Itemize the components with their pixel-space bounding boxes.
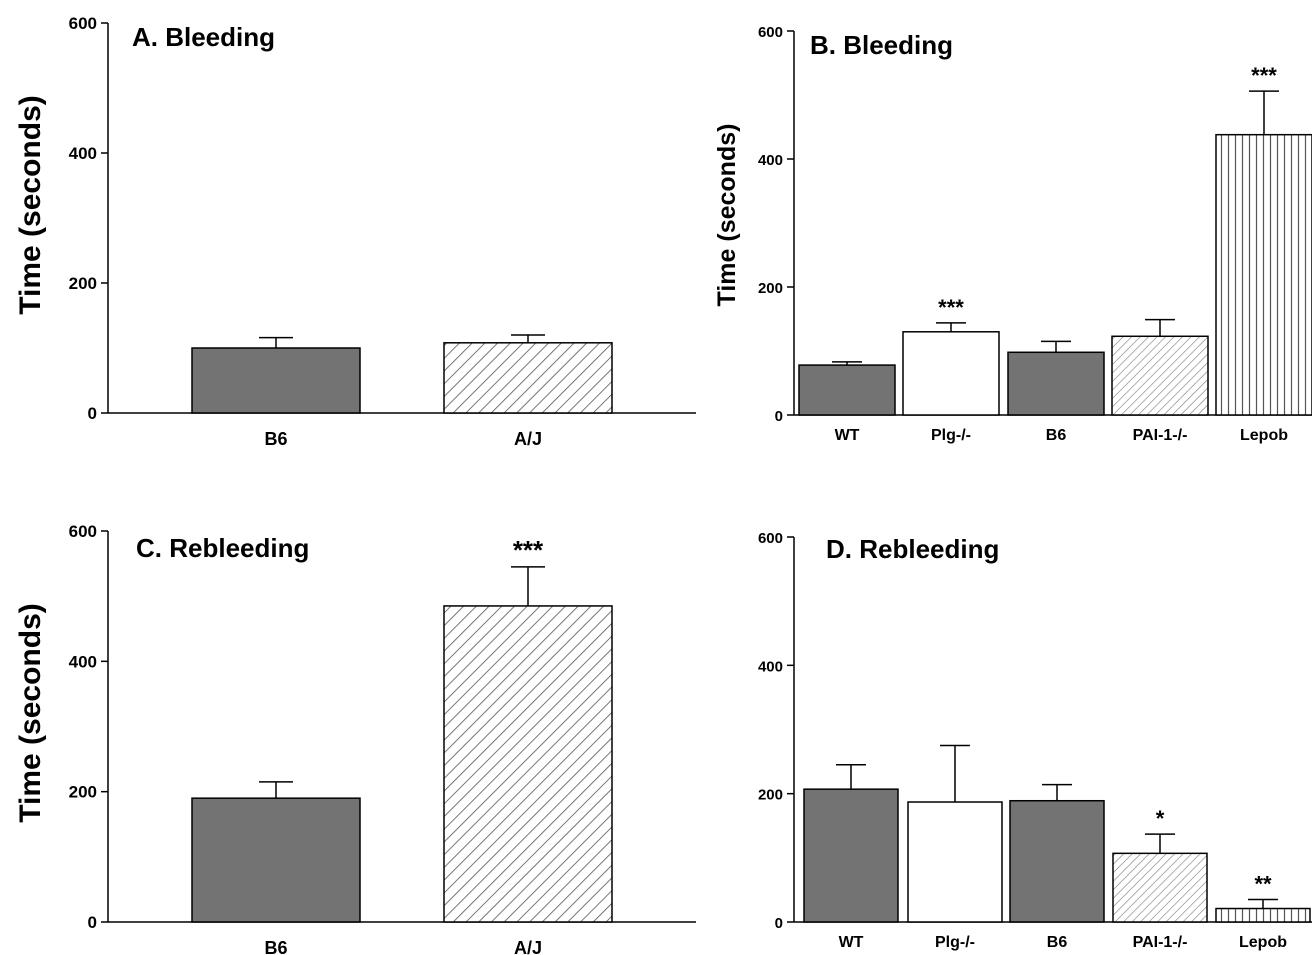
x-tick-label: WT — [839, 934, 864, 951]
y-tick-label: 0 — [88, 913, 97, 932]
x-tick-label: B6 — [264, 429, 287, 449]
bar-pai-1 — [1112, 852, 1208, 923]
x-tick-label: B6 — [1046, 427, 1067, 444]
y-axis-label: Time (seconds) — [14, 603, 47, 823]
bar-plg — [902, 331, 1000, 416]
x-tick-label: PAI-1-/- — [1133, 427, 1188, 444]
x-tick-label: B6 — [264, 938, 287, 955]
y-tick-label: 600 — [69, 14, 97, 33]
y-tick-label: 0 — [775, 915, 783, 932]
panel-title: A. Bleeding — [132, 22, 275, 52]
x-tick-label: Plg-/- — [931, 427, 971, 444]
panel-title: D. Rebleeding — [826, 534, 999, 564]
bar-lepob — [1215, 133, 1312, 416]
bar-b6 — [191, 347, 361, 414]
y-tick-label: 600 — [69, 522, 97, 541]
x-tick-label: B6 — [1047, 934, 1068, 951]
y-tick-label: 600 — [758, 24, 783, 41]
y-tick-label: 400 — [69, 144, 97, 163]
panel-d: D. Rebleeding 0 200 400 600 WT Plg-/- B6 PAI-1-/… — [758, 530, 1312, 951]
x-tick-label: PAI-1-/- — [1133, 934, 1188, 951]
significance-marker: *** — [1251, 63, 1277, 88]
bar-a-j — [443, 342, 613, 414]
bar-wt — [798, 364, 896, 416]
bar-lepob — [1215, 907, 1311, 923]
y-tick-label: 200 — [758, 280, 783, 297]
y-tick-label: 200 — [69, 783, 97, 802]
significance-marker: *** — [938, 295, 964, 320]
bar-a-j — [443, 605, 613, 923]
y-axis-label: Time (seconds) — [14, 95, 47, 315]
y-tick-label: 600 — [758, 530, 783, 547]
panel-title: C. Rebleeding — [136, 533, 309, 563]
panel-title: B. Bleeding — [810, 30, 953, 60]
bar-plg — [907, 801, 1003, 923]
charts: A. Bleeding Time (seconds) 0 200 400 600 B6 A/J… — [14, 14, 1312, 955]
significance-marker: *** — [513, 535, 544, 565]
y-axis-label: Time (seconds) — [713, 124, 741, 307]
x-tick-label: Lepob — [1240, 427, 1288, 444]
y-tick-label: 0 — [88, 404, 97, 423]
y-tick-label: 400 — [758, 658, 783, 675]
significance-marker: * — [1156, 806, 1165, 831]
x-tick-label: A/J — [514, 938, 542, 955]
y-tick-label: 400 — [69, 652, 97, 671]
bar-b6 — [191, 797, 361, 923]
panel-b: B. Bleeding Time (seconds) 0 200 400 600 WT Plg… — [713, 24, 1312, 444]
y-tick-label: 400 — [758, 152, 783, 169]
y-tick-label: 0 — [775, 408, 783, 425]
significance-marker: ** — [1254, 872, 1272, 897]
bar-wt — [803, 788, 899, 923]
x-tick-label: WT — [835, 427, 860, 444]
bar-b6 — [1007, 351, 1105, 416]
y-tick-label: 200 — [69, 274, 97, 293]
y-tick-label: 200 — [758, 787, 783, 804]
x-tick-label: Lepob — [1239, 934, 1287, 951]
panel-a: A. Bleeding Time (seconds) 0 200 400 600 B6 A/J — [14, 14, 696, 449]
bar-pai-1 — [1111, 335, 1209, 416]
panel-c: C. Rebleeding Time (seconds) 0 200 400 600 B6 A… — [14, 522, 696, 955]
x-tick-label: A/J — [514, 429, 542, 449]
x-tick-label: Plg-/- — [935, 934, 975, 951]
bar-b6 — [1009, 799, 1105, 923]
